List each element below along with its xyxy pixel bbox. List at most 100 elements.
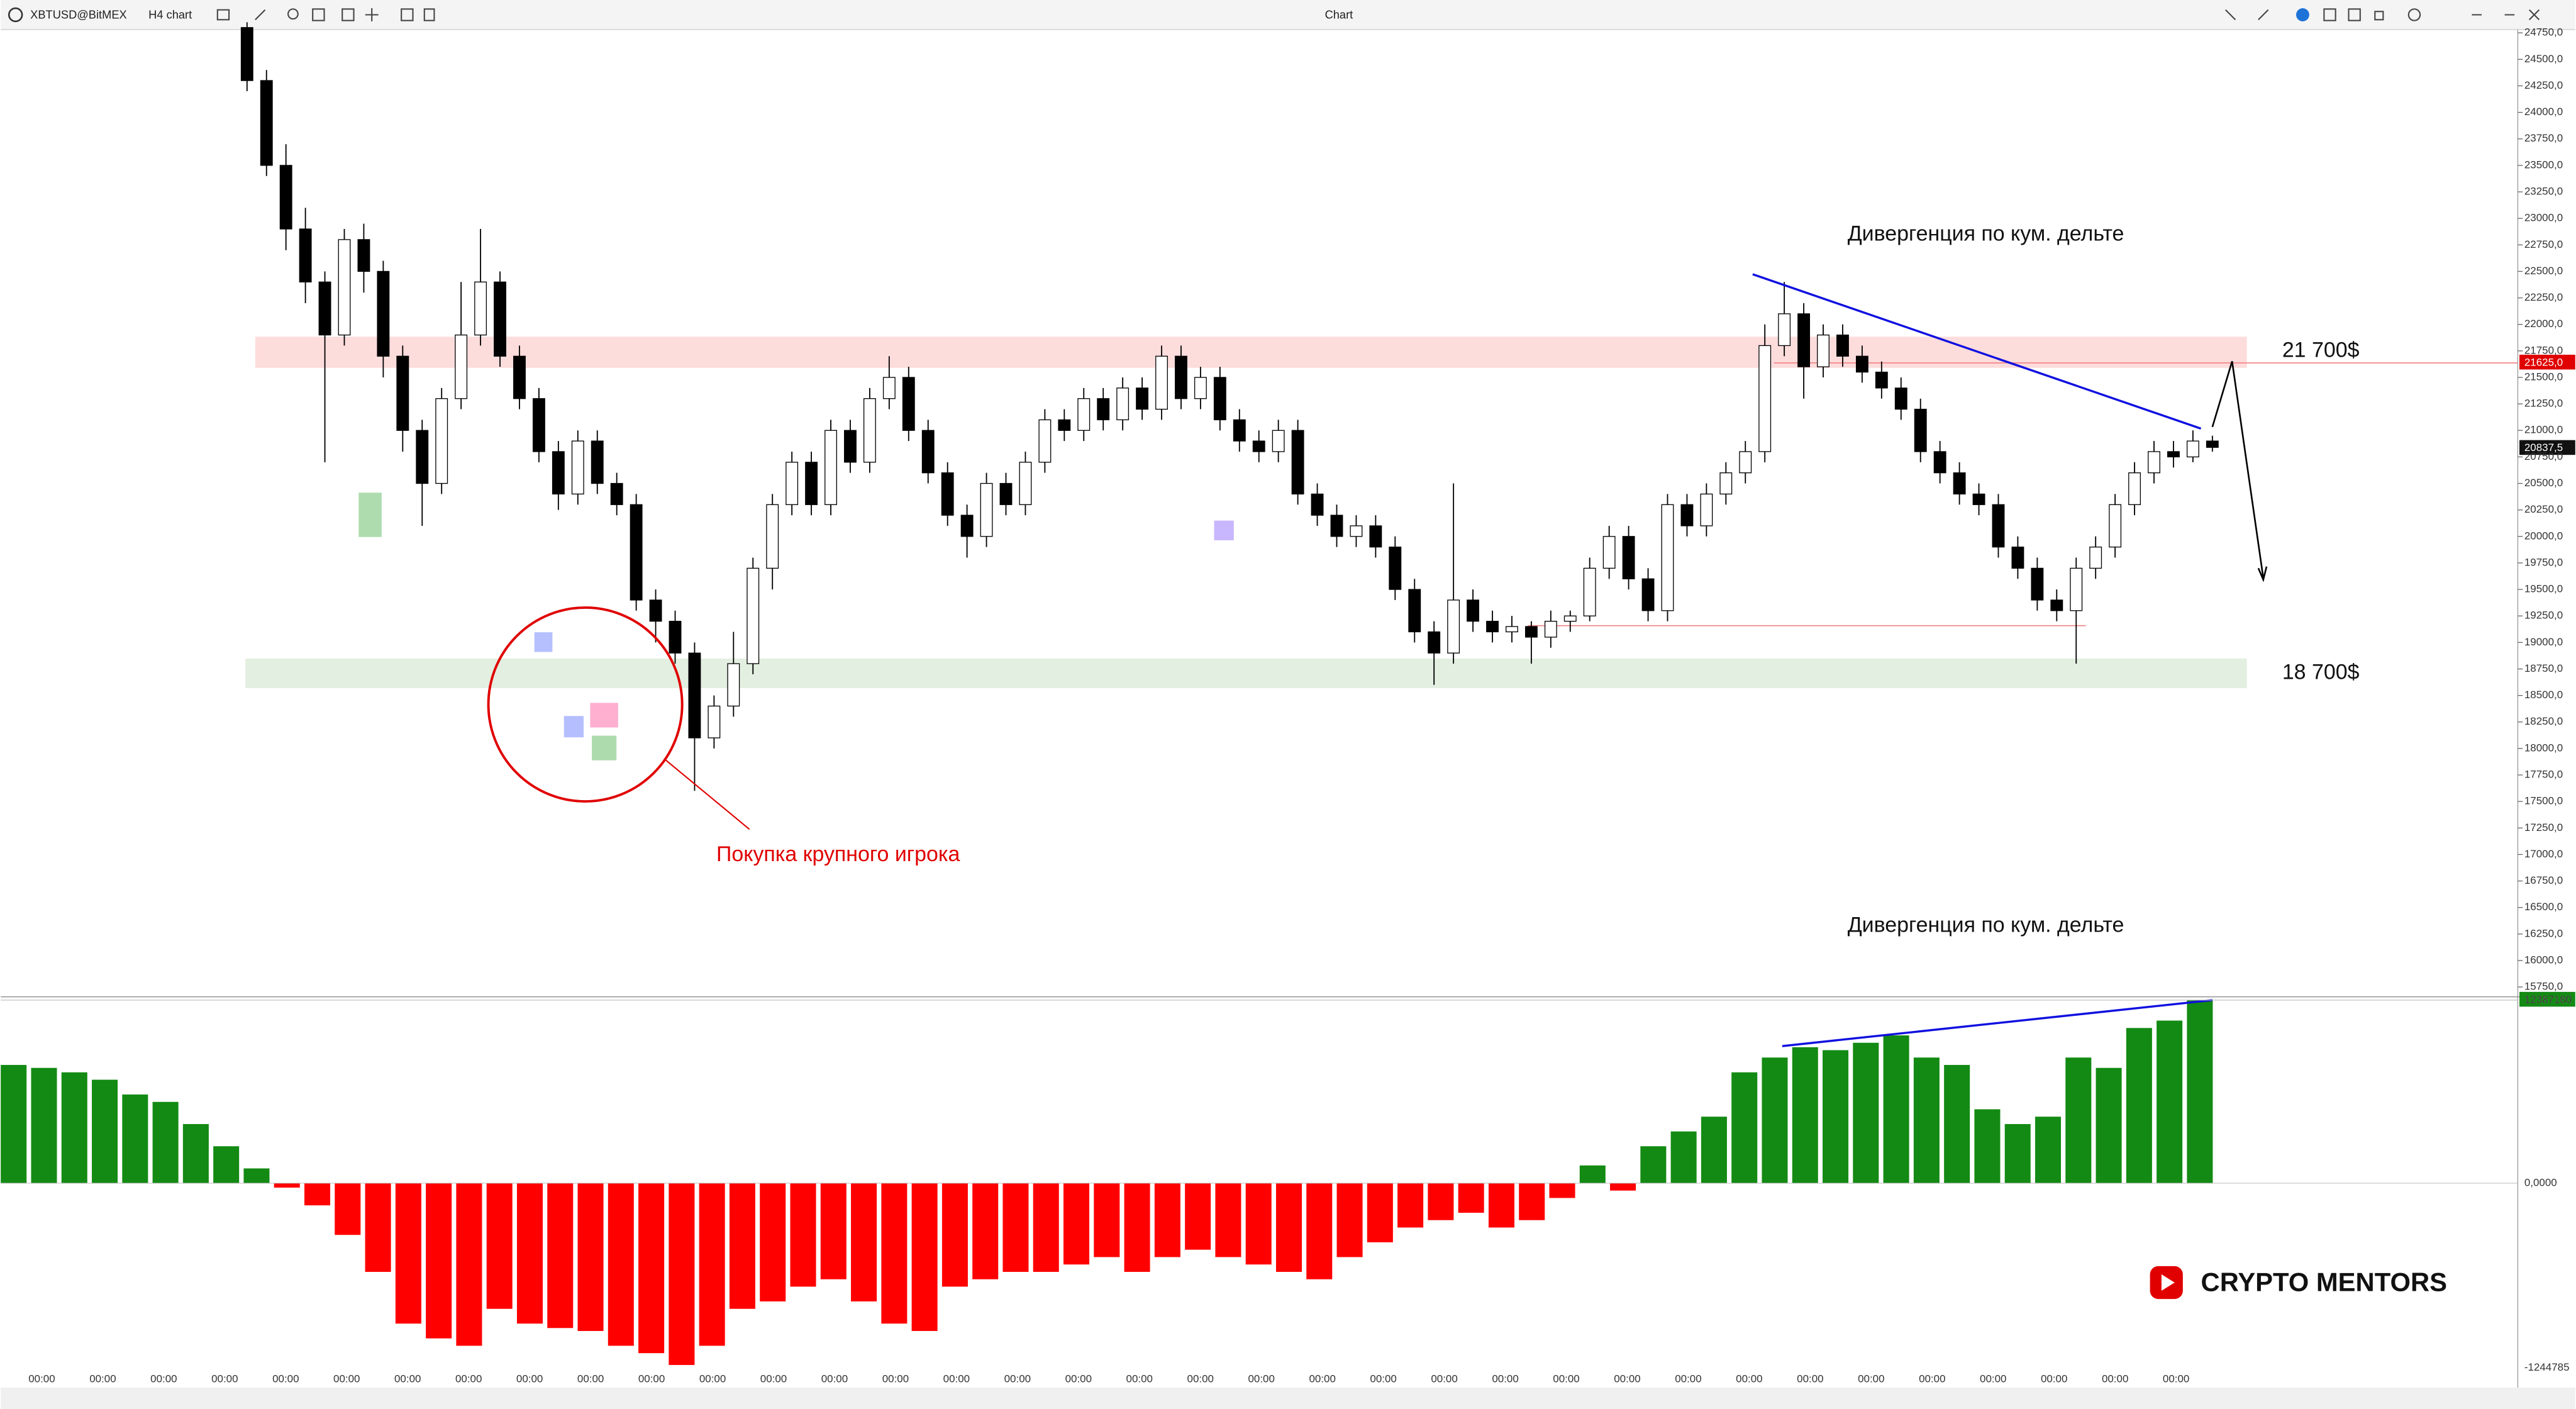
delta-bar	[972, 1183, 999, 1279]
y-tick-label: 20750,0	[2524, 450, 2563, 462]
candle-body	[1894, 387, 1907, 410]
candle-body	[1272, 430, 1285, 452]
time-label: 00:00	[333, 1373, 360, 1384]
time-label: 00:00	[89, 1373, 116, 1384]
candle-body	[435, 398, 448, 484]
delta-bar	[1944, 1065, 1970, 1184]
candle-body	[2050, 599, 2063, 611]
candle-body	[708, 705, 721, 738]
delta-bar	[1002, 1183, 1029, 1272]
candle-body	[2148, 451, 2160, 474]
candle-body	[980, 482, 993, 537]
delta-bar	[1336, 1183, 1363, 1257]
y-tick-label: 24250,0	[2524, 79, 2563, 91]
delta-bar	[1154, 1183, 1180, 1257]
delta-bar	[638, 1183, 665, 1354]
y-tick-label: 17500,0	[2524, 795, 2563, 807]
delta-bar	[1913, 1057, 1940, 1184]
candle-body	[1758, 345, 1772, 452]
y-tick-label: 16250,0	[2524, 927, 2563, 939]
candle-body	[1953, 472, 1966, 495]
candle-body	[921, 430, 935, 474]
y-tick-label: 18250,0	[2524, 715, 2563, 727]
candle-body	[318, 281, 331, 336]
delta-bar	[1519, 1183, 1545, 1220]
annotation: 21 700$	[2282, 338, 2360, 362]
y-tick-label: 21500,0	[2524, 370, 2563, 382]
candle-body	[1602, 536, 1616, 569]
delta-axis-label: -1244785	[2524, 1361, 2570, 1373]
delta-bar	[2157, 1020, 2183, 1184]
delta-bar	[1, 1065, 27, 1184]
interval[interactable]: H4 chart	[148, 8, 192, 21]
candle-body	[2167, 451, 2180, 458]
symbol[interactable]: XBTUSD@BitMEX	[30, 8, 127, 21]
brand: CRYPTO MENTORS	[2201, 1267, 2447, 1297]
candle-body	[960, 515, 974, 537]
price-tag-label: 20837,5	[2524, 442, 2563, 454]
time-label: 00:00	[1004, 1373, 1031, 1384]
time-label: 00:00	[1675, 1373, 1701, 1384]
delta-bar	[2065, 1057, 2092, 1184]
scrollbar[interactable]	[1, 1388, 2575, 1409]
delta-bar	[1488, 1183, 1514, 1228]
delta-bar	[365, 1183, 391, 1272]
candle-body	[377, 270, 390, 357]
candle-body	[338, 239, 351, 336]
delta-bar	[92, 1079, 118, 1184]
delta-bar	[274, 1183, 300, 1188]
delta-bar	[577, 1183, 604, 1331]
candle-body	[2031, 567, 2044, 601]
delta-bar	[1275, 1183, 1302, 1272]
candle-body	[1680, 504, 1694, 526]
time-label: 00:00	[1797, 1373, 1823, 1384]
time-label: 00:00	[1919, 1373, 1945, 1384]
time-label: 00:00	[638, 1373, 665, 1384]
annotation: Покупка крупного игрока	[716, 842, 960, 866]
delta-bar	[1974, 1109, 2001, 1184]
candle-body	[1116, 387, 1130, 421]
delta-bar	[2035, 1117, 2062, 1184]
y-tick-label: 17250,0	[2524, 821, 2563, 833]
delta-bar	[335, 1183, 361, 1235]
divergence-line	[1782, 999, 2213, 1047]
candle-body	[1875, 371, 1888, 389]
price-tag	[2519, 440, 2575, 455]
price-tag-label: 21625,0	[2524, 356, 2563, 368]
candle-body	[1428, 631, 1441, 654]
toolbar-icons[interactable]	[216, 8, 2540, 21]
delta-bar	[1124, 1183, 1150, 1272]
candle-body	[1797, 313, 1811, 367]
candle-body	[1914, 408, 1927, 452]
y-tick-label: 20250,0	[2524, 503, 2563, 515]
delta-bar	[820, 1183, 847, 1279]
candle-body	[1778, 313, 1791, 347]
delta-bar	[31, 1067, 57, 1184]
candle-body	[688, 652, 701, 738]
candle-body	[240, 27, 253, 81]
candle-body	[786, 462, 799, 505]
time-label: 00:00	[1248, 1373, 1274, 1384]
y-tick-label: 20000,0	[2524, 530, 2563, 542]
candle-body	[1097, 398, 1110, 421]
candle-body	[844, 430, 857, 463]
candle-body	[999, 482, 1013, 505]
candle-body	[474, 281, 487, 336]
delta-bar	[486, 1183, 513, 1309]
delta-bar	[243, 1168, 270, 1184]
candle-body	[1467, 599, 1480, 622]
candle-body	[941, 472, 954, 516]
delta-bar	[1458, 1183, 1484, 1213]
delta-bar	[1579, 1165, 1606, 1184]
candle-body	[494, 281, 506, 357]
candle-body	[882, 377, 896, 399]
y-tick-label: 22500,0	[2524, 265, 2563, 277]
delta-bar	[456, 1183, 482, 1346]
candle-body	[2011, 547, 2024, 569]
price-tag	[2519, 991, 2575, 1007]
y-tick-label: 21750,0	[2524, 344, 2563, 356]
candle-body	[1019, 462, 1032, 505]
candle-body	[2070, 567, 2083, 611]
candle-body	[1330, 515, 1343, 537]
